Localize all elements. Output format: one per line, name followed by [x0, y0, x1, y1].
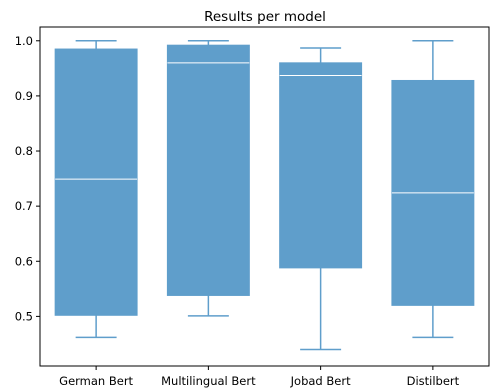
y-tick-label: 0.9 [15, 89, 33, 103]
x-tick-label: Distilbert [407, 374, 460, 388]
y-tick-label: 0.7 [15, 199, 33, 213]
box [166, 44, 250, 296]
box-group [54, 40, 475, 351]
plot-area [39, 26, 490, 367]
x-tick-label: German Bert [59, 374, 133, 388]
x-axis: German Bert Multilingual Bert Jobad Bert Di… [59, 366, 460, 388]
y-tick-label: 1.0 [15, 34, 33, 48]
y-tick-label: 0.6 [15, 254, 33, 268]
box [279, 62, 363, 269]
x-tick-label: Jobad Bert [290, 374, 351, 388]
y-tick-label: 0.8 [15, 144, 33, 158]
y-axis: 0.5 0.6 0.7 0.8 0.9 1.0 [15, 34, 40, 323]
x-tick-label: Multilingual Bert [161, 374, 256, 388]
y-tick-label: 0.5 [15, 309, 33, 323]
box [54, 48, 138, 316]
chart-title: Results per model [204, 9, 326, 25]
